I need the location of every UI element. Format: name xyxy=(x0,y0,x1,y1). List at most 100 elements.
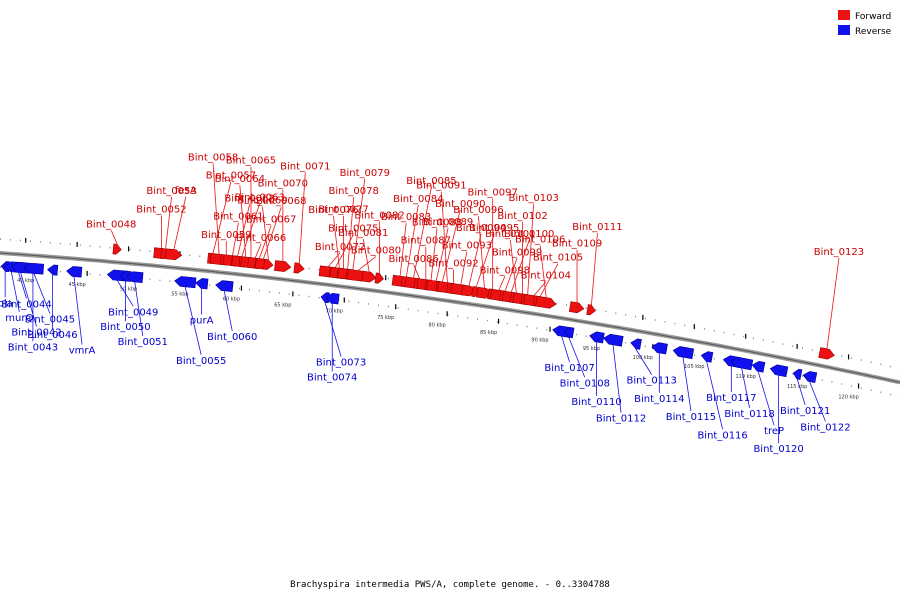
tick-label: 65 kbp xyxy=(274,302,291,308)
tick-label: 110 kbp xyxy=(736,374,756,380)
legend: Forward Reverse xyxy=(838,10,892,37)
forward-gene-label: Bint_0095 xyxy=(469,223,519,234)
tick-label: 40 kbp xyxy=(17,278,34,284)
reverse-gene-label: Bint_0073 xyxy=(316,357,366,368)
forward-gene-label: Bint_0062 xyxy=(224,193,274,204)
reverse-gene-arrow[interactable] xyxy=(792,368,803,380)
forward-gene-label: Bint_0078 xyxy=(328,186,378,197)
legend-forward-swatch xyxy=(838,10,850,20)
forward-gene-arrow[interactable] xyxy=(374,272,384,284)
reverse-gene-arrow[interactable] xyxy=(66,266,83,278)
forward-gene-label: Bint_0100 xyxy=(504,229,554,240)
reverse-gene-arrow[interactable] xyxy=(126,271,144,283)
reverse-gene-label: Bint_0108 xyxy=(560,378,610,389)
forward-gene-arrow[interactable] xyxy=(293,262,305,274)
forward-gene-label: Bint_0096 xyxy=(453,205,503,216)
reverse-gene-arrow[interactable] xyxy=(23,262,45,275)
forward-gene-label: Bint_0070 xyxy=(258,178,308,189)
reverse-gene-label: Bint_0055 xyxy=(176,356,226,367)
reverse-gene-arrow[interactable] xyxy=(11,261,27,274)
forward-gene-arrow[interactable] xyxy=(274,260,292,273)
reverse-gene-label: Bint_0112 xyxy=(596,414,646,425)
forward-gene-arrow[interactable] xyxy=(165,248,183,261)
forward-gene-label: Bint_0083 xyxy=(381,212,431,223)
reverse-gene-label: Bint_0110 xyxy=(571,397,621,408)
reverse-gene-label: Bint_0118 xyxy=(724,409,774,420)
reverse-gene-label: Bint_0045 xyxy=(25,314,75,325)
forward-gene-label: Bint_0106 xyxy=(515,235,565,246)
forward-gene-label: Bint_0061 xyxy=(213,212,263,223)
tick-label: 55 kbp xyxy=(171,291,188,297)
reverse-gene-label: Bint_0044 xyxy=(1,299,51,310)
forward-gene-arrow[interactable] xyxy=(263,258,274,270)
reverse-gene-arrow[interactable] xyxy=(651,342,668,355)
reverse-gene-arrow[interactable] xyxy=(802,370,818,383)
reverse-gene-arrow[interactable] xyxy=(215,280,234,293)
forward-gene-arrow[interactable] xyxy=(112,243,122,255)
tick-label: 120 kbp xyxy=(838,394,858,400)
forward-gene-label: Bint_0066 xyxy=(236,233,286,244)
forward-gene-label: Bint_0092 xyxy=(428,259,478,270)
forward-gene-arrow[interactable] xyxy=(568,301,585,314)
tick-label: 95 kbp xyxy=(583,346,600,352)
reverse-gene-arrow[interactable] xyxy=(320,292,330,304)
reverse-gene-arrow[interactable] xyxy=(195,278,209,290)
tick-label: 100 kbp xyxy=(633,355,653,361)
reverse-gene-arrow[interactable] xyxy=(325,292,340,305)
legend-reverse-label: Reverse xyxy=(855,27,892,37)
reverse-gene-arrow[interactable] xyxy=(672,345,695,360)
forward-gene-label: Bint_0080 xyxy=(351,246,401,257)
genome-backbone xyxy=(0,238,900,398)
forward-gene-label: Bint_0079 xyxy=(340,168,390,179)
reverse-gene-arrow[interactable] xyxy=(174,276,197,289)
forward-gene-arrow[interactable] xyxy=(586,304,597,316)
reverse-gene-arrow[interactable] xyxy=(47,264,59,276)
forward-gene-label: Bint_0090 xyxy=(435,199,485,210)
reverse-gene-arrow[interactable] xyxy=(769,364,789,378)
reverse-gene-arrow[interactable] xyxy=(589,331,605,344)
forward-gene-label: Bint_0101 xyxy=(485,229,535,240)
forward-gene-label: Bint_0109 xyxy=(552,239,602,250)
reverse-gene-arrow[interactable] xyxy=(563,327,575,339)
reverse-gene-arrow[interactable] xyxy=(700,350,714,363)
forward-gene-label: Bint_0064 xyxy=(215,174,265,185)
reverse-gene-arrow[interactable] xyxy=(603,333,624,347)
reverse-gene-arrow[interactable] xyxy=(630,338,642,350)
reverse-gene-label: murQ xyxy=(5,313,33,324)
forward-gene-label: Bint_0105 xyxy=(533,253,583,264)
reverse-gene-label: bla xyxy=(0,298,13,309)
reverse-gene-label: Bint_0121 xyxy=(780,406,830,417)
forward-gene-label: Bint_0094 xyxy=(456,223,506,234)
legend-forward-label: Forward xyxy=(855,12,891,22)
forward-gene-label: Bint_0072 xyxy=(315,242,365,253)
forward-gene-label: fesA xyxy=(175,186,197,197)
reverse-gene-arrow[interactable] xyxy=(751,360,766,373)
forward-gene-label: Bint_0069 xyxy=(237,196,287,207)
tick-label: 90 kbp xyxy=(531,338,548,344)
tick-label: 70 kbp xyxy=(326,309,343,315)
tick-label: 85 kbp xyxy=(480,330,497,336)
forward-gene-arrow[interactable] xyxy=(535,295,557,309)
reverse-gene-label: Bint_0120 xyxy=(753,444,803,455)
forward-gene-label: Bint_0059 xyxy=(201,230,251,241)
forward-gene-label: Bint_0058 xyxy=(188,152,238,163)
reverse-gene-label: Bint_0051 xyxy=(118,337,168,348)
reverse-gene-label: Bint_0060 xyxy=(207,332,257,343)
forward-gene-label: Bint_0084 xyxy=(393,194,443,205)
legend-reverse-swatch xyxy=(838,25,850,35)
forward-gene-label: Bint_0075 xyxy=(328,224,378,235)
forward-gene-label: Bint_0071 xyxy=(280,161,330,172)
reverse-gene-label: Bint_0116 xyxy=(697,430,747,441)
reverse-gene-label: Bint_0046 xyxy=(27,330,77,341)
forward-gene-label: Bint_0102 xyxy=(497,211,547,222)
forward-gene-arrow[interactable] xyxy=(361,270,377,283)
reverse-gene-label: Bint_0049 xyxy=(108,307,158,318)
reverse-gene-arrow[interactable] xyxy=(730,356,754,371)
forward-gene-label: Bint_0087 xyxy=(401,236,451,247)
forward-gene-arrow[interactable] xyxy=(818,347,836,361)
reverse-gene-label: Bint_0115 xyxy=(666,412,716,423)
reverse-gene-label: Bint_0042 xyxy=(11,327,61,338)
reverse-gene-label: Bint_0114 xyxy=(634,394,684,405)
